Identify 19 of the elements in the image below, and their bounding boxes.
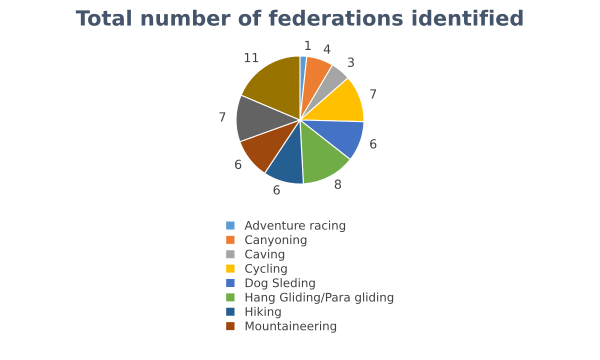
data-label: 8	[334, 179, 342, 189]
chart-title: Total number of federations identified	[76, 10, 523, 26]
data-label: 7	[370, 89, 376, 98]
data-label: 11	[244, 53, 258, 62]
data-label: 6	[235, 160, 242, 170]
legend-label: Mountaineering	[246, 321, 336, 333]
data-label: 6	[370, 139, 376, 149]
legend-label: Adventure racing	[244, 220, 346, 232]
legend-label: Cycling	[245, 264, 287, 276]
data-label: 1	[305, 40, 311, 50]
legend-label: Hiking	[246, 306, 281, 318]
legend-label: Canyoning	[245, 235, 306, 246]
legend-label: Caving	[245, 249, 284, 261]
data-label: 3	[348, 58, 354, 67]
legend-label: Dog Sleding	[246, 278, 315, 290]
data-label: 7	[220, 112, 226, 122]
legend-label: Hang Gliding/Para gliding	[246, 292, 394, 304]
data-label: 6	[274, 185, 280, 195]
data-label: 4	[324, 44, 330, 54]
